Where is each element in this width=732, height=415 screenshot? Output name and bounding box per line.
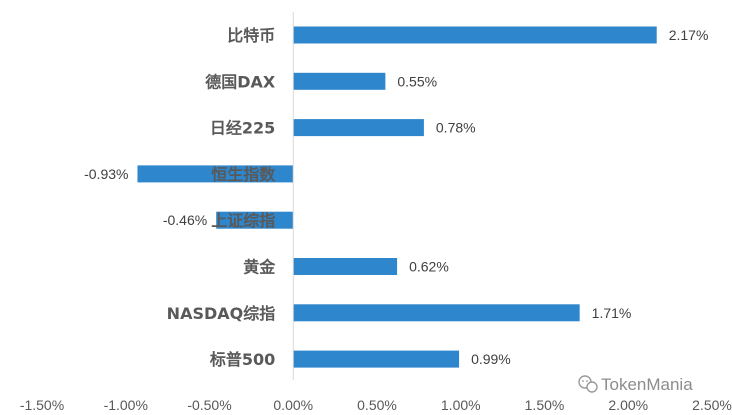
data-label: 0.62%	[409, 259, 449, 275]
category-label: 标普500	[209, 350, 275, 369]
bar-3	[137, 165, 294, 183]
category-label: 黄金	[243, 258, 276, 277]
bar-2	[293, 119, 424, 137]
bar-5	[293, 258, 398, 275]
watermark-text: TokenMania	[601, 375, 693, 394]
value-labels: 2.17% 0.55% 0.78% -0.93% -0.46% 0.62% 1.71% 0.9…	[84, 27, 708, 367]
x-tick-label: -1.00%	[104, 397, 148, 413]
data-label: -0.46%	[163, 212, 207, 228]
category-label: NASDAQ综指	[167, 304, 276, 323]
x-tick-label: 0.50%	[357, 397, 397, 413]
data-label: -0.93%	[84, 166, 128, 182]
x-tick-label: 2.00%	[608, 397, 648, 413]
data-label: 2.17%	[669, 27, 709, 43]
x-tick-label: 0.00%	[273, 397, 313, 413]
data-label: 0.55%	[397, 73, 437, 89]
category-label: 恒生指数	[211, 165, 276, 184]
category-label: 比特币	[227, 26, 275, 45]
data-label: 1.71%	[592, 305, 632, 321]
wechat-icon	[578, 375, 598, 393]
x-tick-label: 1.50%	[525, 397, 565, 413]
x-tick-label: -0.50%	[187, 397, 231, 413]
data-label: 0.99%	[471, 351, 511, 367]
x-tick-label: 1.00%	[441, 397, 481, 413]
x-axis-tick-labels: -1.50% -1.00% -0.50% 0.00% 0.50% 1.00% 1.50% 2.…	[20, 397, 732, 413]
bar-7	[293, 350, 460, 368]
watermark: TokenMania	[578, 375, 693, 394]
x-tick-label: -1.50%	[20, 397, 64, 413]
category-label: 日经225	[210, 119, 275, 138]
bar-0	[293, 26, 657, 44]
x-tick-label: 2.50%	[692, 397, 732, 413]
category-label: 上证综指	[211, 211, 275, 230]
data-label: 0.78%	[436, 120, 476, 136]
bars-group	[137, 26, 657, 368]
bar-6	[293, 304, 580, 322]
category-label: 德国DAX	[205, 72, 276, 91]
bar-4	[216, 211, 294, 229]
bar-1	[293, 72, 386, 90]
